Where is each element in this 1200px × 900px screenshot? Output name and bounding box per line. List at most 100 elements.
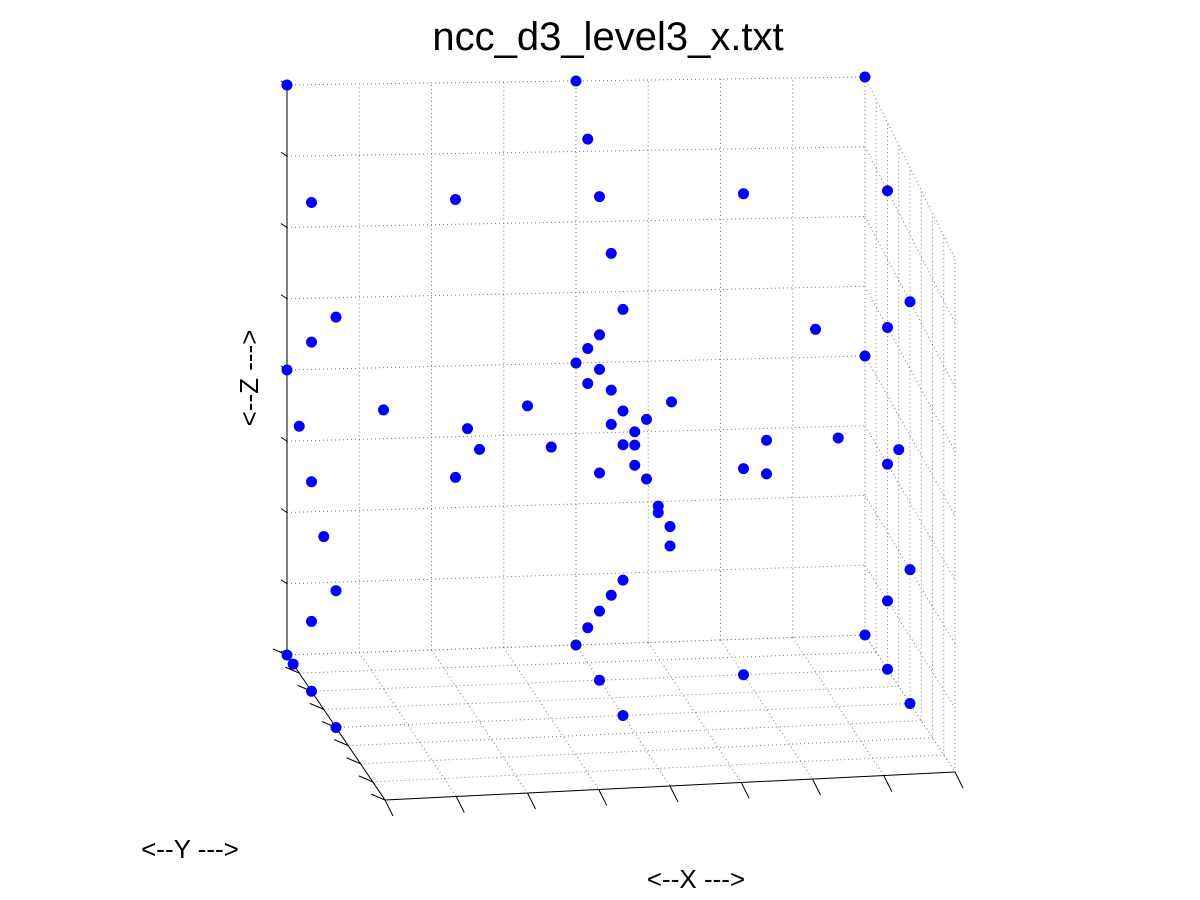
data-point xyxy=(629,439,641,451)
y-axis-tick xyxy=(285,666,300,674)
data-point xyxy=(859,629,871,641)
data-point xyxy=(594,363,605,375)
data-point xyxy=(761,468,772,480)
data-point xyxy=(882,595,893,607)
grid-line-floor-depth xyxy=(431,649,528,794)
data-point xyxy=(629,459,641,471)
data-point xyxy=(904,564,916,576)
data-point xyxy=(882,663,893,675)
data-point xyxy=(605,384,617,396)
grid-line-side-horizontal xyxy=(864,564,956,709)
data-point xyxy=(641,473,652,485)
data-point xyxy=(378,404,389,416)
data-point xyxy=(330,722,342,733)
data-point xyxy=(594,191,605,203)
data-point xyxy=(287,658,299,670)
z-axis-tick xyxy=(280,436,288,442)
data-point xyxy=(522,400,533,412)
grid-line-floor-depth xyxy=(503,647,600,790)
grid-line-floor-width xyxy=(286,634,866,656)
data-point xyxy=(570,357,582,369)
z-axis-tick xyxy=(280,579,288,585)
y-axis-tick xyxy=(370,793,386,801)
data-point xyxy=(330,585,342,597)
data-point xyxy=(738,669,749,681)
data-point xyxy=(882,321,893,333)
data-point xyxy=(666,396,677,408)
data-point xyxy=(545,441,557,453)
data-point xyxy=(306,685,317,697)
data-point xyxy=(629,426,641,438)
data-point xyxy=(617,710,629,721)
x-axis-label: <--X ---> xyxy=(647,864,745,894)
data-point xyxy=(281,649,293,661)
grid-line-side-horizontal xyxy=(864,355,956,516)
grid-line-back-horizontal xyxy=(286,76,866,86)
data-point xyxy=(761,434,772,446)
data-point xyxy=(594,467,605,479)
z-axis-tick xyxy=(280,508,288,513)
x-axis-tick xyxy=(598,789,608,806)
data-point xyxy=(582,622,594,634)
y-axis-tick xyxy=(346,757,361,765)
data-point xyxy=(570,75,582,87)
data-point xyxy=(652,507,664,519)
data-point xyxy=(810,323,821,335)
y-axis-label: <--Y ---> xyxy=(141,834,239,864)
data-point xyxy=(594,329,605,341)
data-point xyxy=(318,531,330,543)
data-point xyxy=(882,185,893,197)
axis-ticks xyxy=(272,80,964,817)
grid-line-side-horizontal xyxy=(864,495,956,644)
data-point xyxy=(738,463,749,475)
data-point xyxy=(617,405,629,417)
grid-line-floor-width xyxy=(323,685,899,710)
data-point xyxy=(281,79,293,91)
data-point xyxy=(664,521,676,533)
data-point xyxy=(605,418,617,430)
x-axis-tick xyxy=(883,775,893,792)
grid-line-floor-width xyxy=(348,720,922,747)
z-axis-tick xyxy=(280,223,288,228)
grid-line-floor-width xyxy=(360,737,933,765)
data-point xyxy=(582,377,594,389)
data-point xyxy=(904,296,916,308)
data-point xyxy=(594,674,605,686)
data-point xyxy=(306,336,317,348)
grid-line-back-horizontal xyxy=(286,495,866,513)
data-point xyxy=(306,196,317,208)
z-axis-label: <--Z ---> xyxy=(234,330,264,427)
grid-line-floor-depth xyxy=(647,642,742,783)
data-point xyxy=(617,574,629,586)
grid-line-floor-depth xyxy=(864,634,956,773)
z-axis-tick xyxy=(280,294,288,300)
data-point xyxy=(738,188,749,200)
data-point xyxy=(893,444,905,456)
x-axis-tick xyxy=(527,792,536,810)
y-axis-tick xyxy=(358,775,373,783)
data-point xyxy=(306,615,317,627)
data-point xyxy=(474,443,485,455)
grid-line-floor-width xyxy=(299,651,877,674)
x-axis-tick xyxy=(954,771,964,789)
data-point xyxy=(330,311,342,323)
data-point xyxy=(832,432,844,444)
x-axis-tick xyxy=(740,782,750,799)
grid-line-back-horizontal xyxy=(286,146,866,157)
grid-line-side-horizontal xyxy=(864,146,956,324)
data-point xyxy=(306,476,317,488)
chart-title: ncc_d3_level3_x.txt xyxy=(432,15,783,59)
data-points xyxy=(281,71,916,733)
data-point xyxy=(450,194,461,206)
data-point xyxy=(882,458,893,470)
data-point xyxy=(605,247,617,259)
grid-line-floor-depth xyxy=(720,639,813,780)
grid-line-back-horizontal xyxy=(286,425,866,442)
z-axis-tick xyxy=(280,151,288,157)
data-point xyxy=(859,71,871,83)
data-point xyxy=(582,343,594,355)
data-point xyxy=(293,420,305,432)
data-point xyxy=(605,589,617,601)
data-point xyxy=(462,423,473,435)
